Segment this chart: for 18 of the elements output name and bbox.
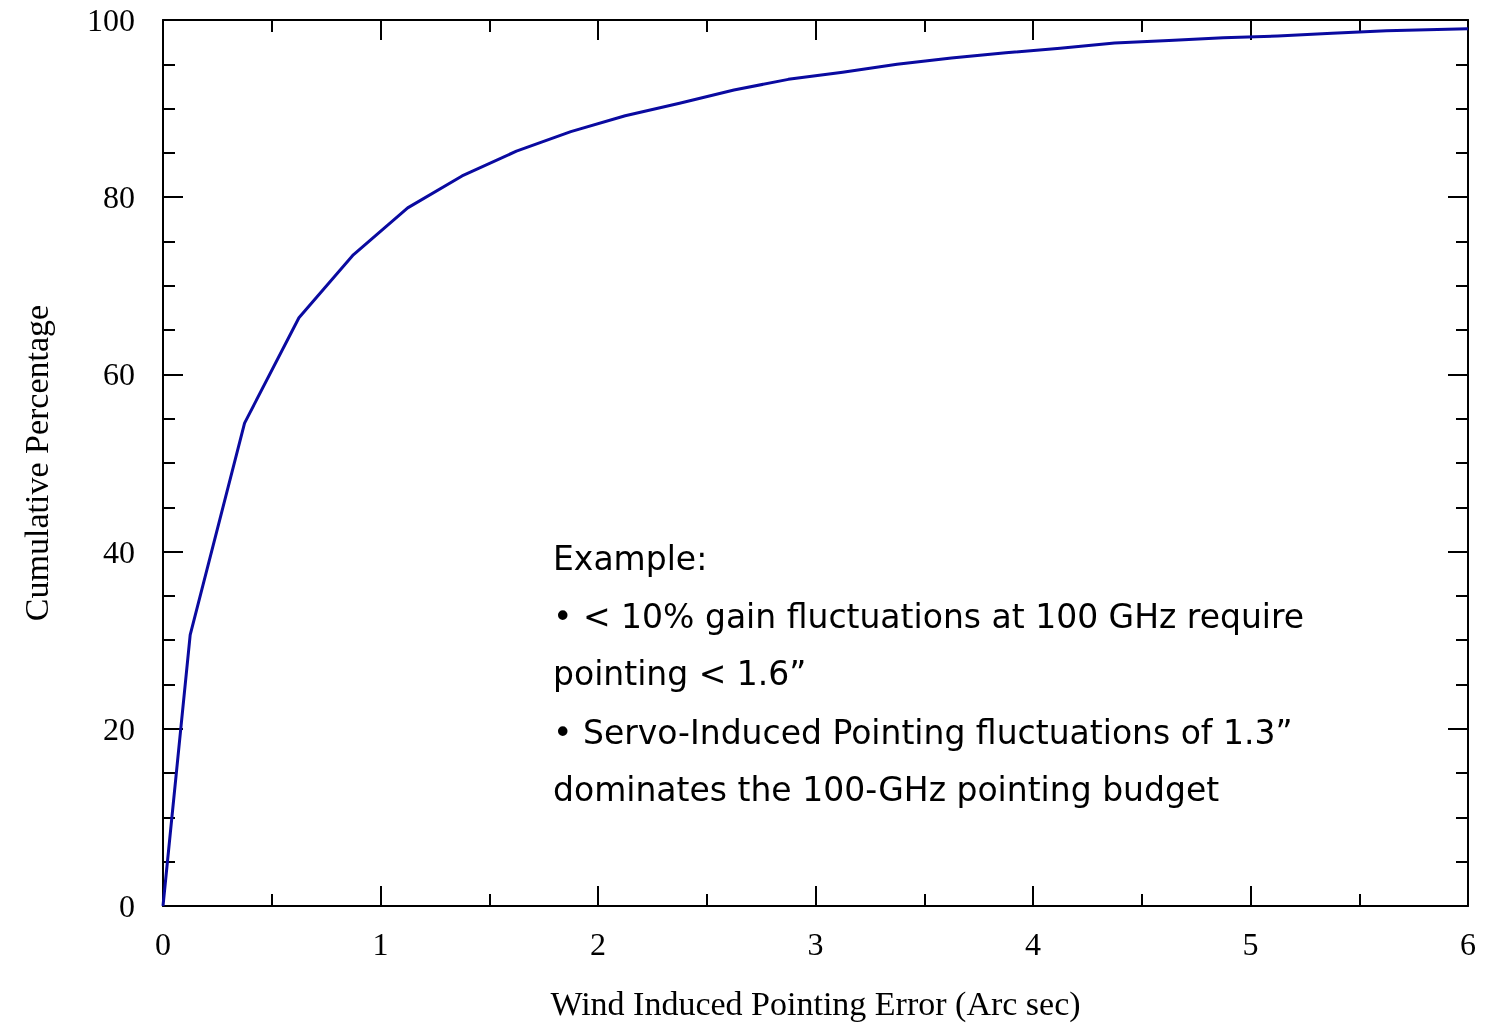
x-tick-label: 6	[1460, 926, 1476, 962]
annotation: Example:	[553, 539, 708, 578]
annotation: • Servo-Induced Pointing fluctuations of 1.3” dominates the 100-GHz pointing budget	[553, 713, 1304, 809]
y-tick-label: 60	[103, 356, 135, 393]
y-tick-label: 20	[103, 710, 135, 747]
y-axis-title: Cumulative Percentage	[17, 304, 55, 622]
y-tick-label: 80	[103, 179, 135, 216]
x-tick-label: 5	[1242, 926, 1259, 962]
y-tick-label: 40	[103, 533, 135, 570]
y-tick-label: 0	[119, 888, 135, 924]
x-tick-label: 2	[590, 926, 606, 962]
x-tick-label: 0	[155, 926, 171, 962]
x-axis-title: Wind Induced Pointing Error (Arc sec)	[550, 984, 1081, 1023]
x-tick-label: 1	[372, 926, 389, 962]
annotation: • < 10% gain fluctuations at 100 GHz require pointing < 1.6”	[553, 597, 1315, 693]
y-tick-label: 100	[87, 2, 135, 38]
x-tick-label: 4	[1025, 926, 1041, 962]
x-tick-label: 3	[807, 926, 824, 962]
